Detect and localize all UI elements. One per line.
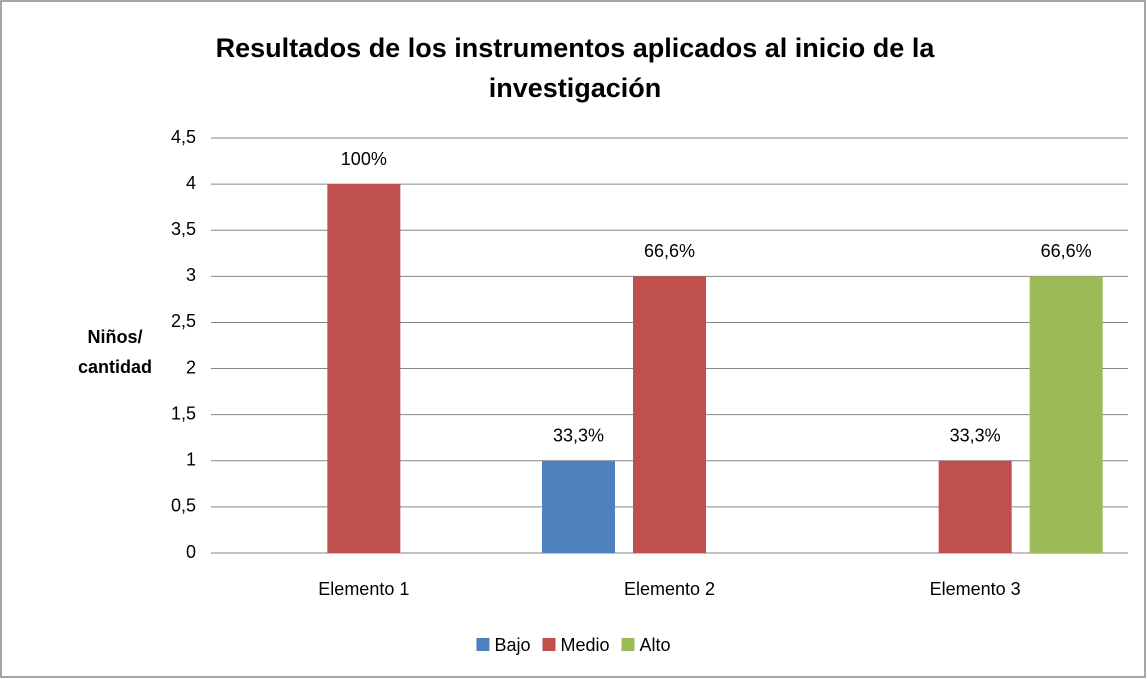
data-label: 66,6% xyxy=(644,241,695,261)
y-tick-label: 2 xyxy=(186,357,196,377)
legend-swatch xyxy=(542,638,556,651)
bar xyxy=(633,276,706,553)
legend-swatch xyxy=(476,638,490,651)
y-tick-label: 4 xyxy=(186,173,196,193)
y-axis-label: Niños/ cantidad xyxy=(77,327,152,377)
x-tick-label: Elemento 1 xyxy=(318,579,409,599)
data-label: 33,3% xyxy=(950,426,1001,446)
y-tick-label: 2,5 xyxy=(171,311,196,331)
x-tick-label: Elemento 3 xyxy=(930,579,1021,599)
legend-swatch xyxy=(621,638,635,651)
bar xyxy=(327,184,401,553)
y-tick-label: 0 xyxy=(186,542,196,562)
chart-title: Resultados de los instrumentos aplicados… xyxy=(215,33,935,103)
data-label: 33,3% xyxy=(553,426,604,446)
legend-label: Alto xyxy=(640,635,671,655)
legend-label: Medio xyxy=(560,635,609,655)
y-tick-label: 1,5 xyxy=(171,403,196,423)
y-tick-label: 1 xyxy=(186,450,196,470)
bar xyxy=(542,460,615,553)
x-tick-label: Elemento 2 xyxy=(624,579,715,599)
y-tick-label: 4,5 xyxy=(171,127,196,147)
legend-label: Bajo xyxy=(494,635,530,655)
data-label: 66,6% xyxy=(1041,241,1092,261)
y-tick-label: 0,5 xyxy=(171,496,196,516)
bar xyxy=(1029,276,1103,553)
y-tick-label: 3 xyxy=(186,265,196,285)
bar xyxy=(938,460,1012,553)
data-label: 100% xyxy=(341,149,387,169)
y-tick-label: 3,5 xyxy=(171,219,196,239)
